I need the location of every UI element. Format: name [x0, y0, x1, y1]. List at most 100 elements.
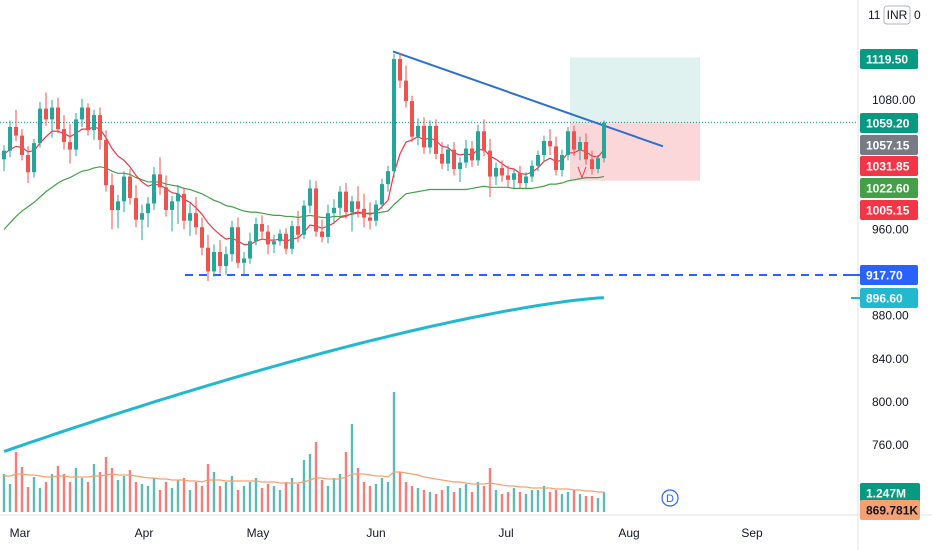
y-tick-label: 760.00: [872, 438, 909, 452]
volume-bar: [14, 452, 18, 512]
candle-body: [248, 241, 252, 259]
volume-bar: [140, 484, 144, 512]
price-label-badge[interactable]: [860, 156, 918, 176]
volume-bar: [110, 468, 114, 512]
candle-body: [434, 125, 438, 154]
candle-body: [572, 131, 576, 150]
candle-body: [290, 226, 294, 249]
candle-body: [362, 208, 366, 218]
volume-bar: [350, 424, 354, 512]
volume-label-badge[interactable]: [860, 500, 920, 520]
y-tick-label: 1080.00: [872, 93, 916, 107]
signal-arrow-icon: [577, 166, 587, 180]
candle-body: [128, 176, 132, 199]
volume-bar: [2, 474, 6, 512]
candle-body: [458, 162, 462, 169]
candle-body: [488, 150, 492, 177]
price-axis[interactable]: 1080.00 960.00 880.00 840.00 800.00 760.00 11 I…: [851, 5, 921, 520]
currency-badge[interactable]: [883, 5, 911, 25]
volume-bar: [224, 482, 228, 512]
candle-body: [452, 149, 456, 169]
candle-body: [152, 174, 156, 204]
volume-bar: [212, 472, 216, 512]
candle-body: [446, 149, 450, 164]
volume-bar: [206, 464, 210, 512]
volume-bar: [572, 490, 576, 512]
resistance-trendline[interactable]: [392, 50, 664, 148]
currency-label: INR: [887, 8, 908, 22]
price-label-badge[interactable]: [860, 200, 918, 220]
volume-bar: [518, 492, 522, 512]
candle-body: [266, 231, 270, 245]
candle-body: [566, 131, 570, 155]
candle-body: [302, 205, 306, 235]
candle-body: [14, 126, 18, 136]
volume-bar: [200, 486, 204, 512]
volume-bar: [584, 496, 588, 512]
volume-bar: [596, 498, 600, 512]
volume-bar: [248, 482, 252, 512]
candle-body: [158, 174, 162, 188]
volume-label-badge[interactable]: [860, 483, 920, 503]
candle-body: [44, 108, 48, 120]
candle-body: [98, 115, 102, 140]
volume-bar: [548, 492, 552, 512]
volume-bar: [302, 460, 306, 512]
price-label-badge[interactable]: [860, 178, 918, 198]
volume-bar: [446, 486, 450, 512]
volume-bar: [410, 486, 414, 512]
candle-body: [554, 146, 558, 171]
candle-body: [146, 203, 150, 214]
price-label-badge[interactable]: [860, 265, 918, 285]
volume-bar: [500, 494, 504, 512]
candle-body: [500, 167, 504, 176]
dividend-marker-icon[interactable]: [661, 489, 679, 507]
candle-body: [602, 122, 606, 159]
candle-body: [404, 80, 408, 102]
overlay-layer: D: [0, 50, 858, 507]
candle-body: [494, 167, 498, 177]
candle-body: [518, 173, 522, 184]
candle-body: [314, 188, 318, 232]
volume-bar: [242, 486, 246, 512]
candle-body: [530, 165, 534, 177]
volume-bar: [284, 482, 288, 512]
candle-body: [194, 213, 198, 228]
volume-bar: [524, 494, 528, 512]
candle-body: [374, 204, 378, 221]
price-label-badge[interactable]: [860, 135, 918, 155]
candle-body: [8, 126, 12, 151]
volume-bar: [86, 482, 90, 512]
candle-body: [230, 227, 234, 255]
candle-body: [2, 150, 6, 160]
candle-body: [62, 129, 66, 143]
candle-body: [428, 125, 432, 148]
candle-body: [272, 241, 276, 245]
candle-body: [116, 201, 120, 210]
long-ma-line: [3, 296, 605, 453]
candle-body: [338, 191, 342, 208]
candle-body: [470, 148, 474, 161]
candle-body: [536, 154, 540, 166]
time-axis[interactable]: Mar Apr May Jun Jul Aug Sep: [10, 526, 763, 540]
price-label-badge[interactable]: [860, 49, 918, 69]
volume-bar: [152, 478, 156, 512]
volume-bar: [50, 474, 54, 512]
candles-layer: [2, 52, 606, 282]
volume-bar: [392, 392, 396, 512]
price-label-text: 917.70: [866, 269, 903, 283]
price-label-badge[interactable]: [860, 288, 918, 308]
volume-bar: [92, 464, 96, 512]
candle-body: [242, 258, 246, 263]
candle-body: [332, 207, 336, 214]
candle-body: [206, 247, 210, 272]
candle-body: [254, 223, 258, 242]
candle-body: [524, 176, 528, 184]
price-label-badge[interactable]: [860, 113, 918, 133]
volume-bar: [494, 490, 498, 512]
volume-bar: [512, 488, 516, 512]
candle-body: [422, 125, 426, 148]
volume-bar: [440, 490, 444, 512]
